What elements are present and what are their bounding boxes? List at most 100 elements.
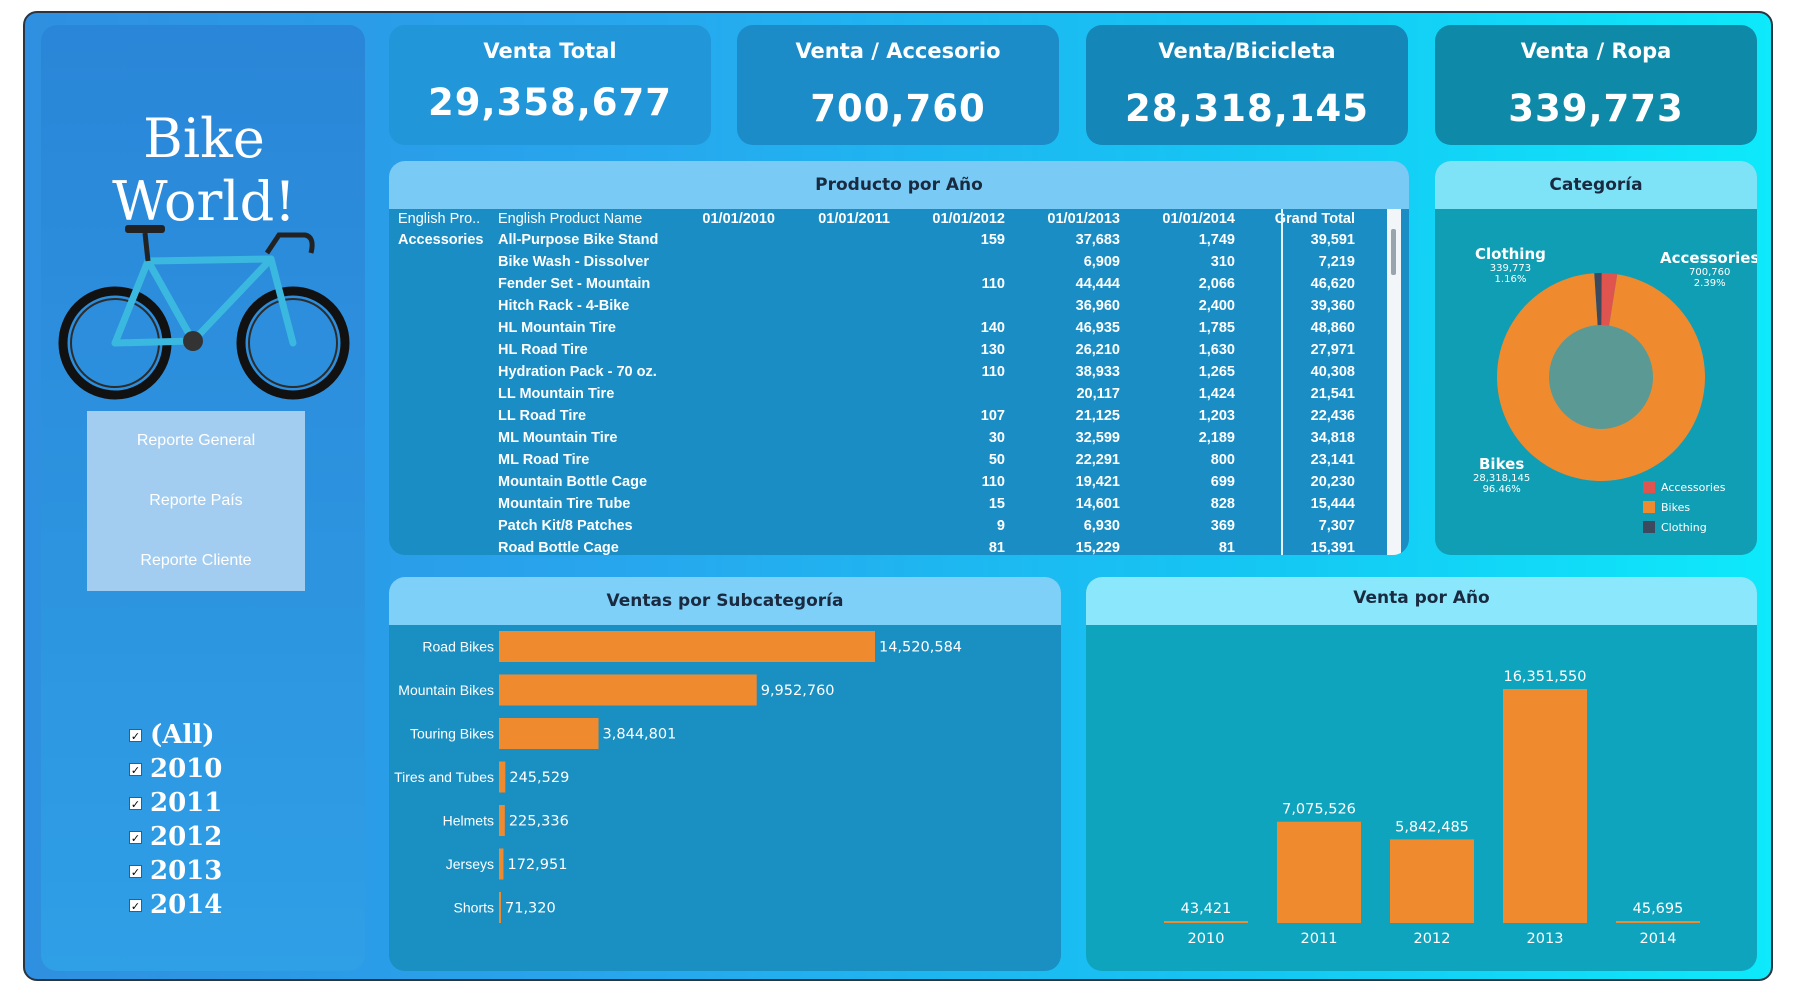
- checkbox-checked-icon[interactable]: ✓: [129, 728, 142, 743]
- table-row[interactable]: Bike Wash - Dissolver 6,909 310 7,219: [395, 254, 1395, 276]
- column-header[interactable]: 01/01/2014: [1162, 211, 1235, 227]
- bar-year-2011[interactable]: [1277, 821, 1361, 923]
- value-cell: 140: [980, 320, 1005, 336]
- bar-shorts[interactable]: [499, 892, 501, 923]
- column-header[interactable]: English Product Name: [498, 211, 643, 227]
- bar-jerseys[interactable]: [499, 848, 504, 880]
- value-cell: 15,391: [1310, 540, 1355, 555]
- bar-road-bikes[interactable]: [499, 631, 875, 662]
- value-cell: 110: [981, 276, 1005, 292]
- bar-value-label: 172,951: [507, 857, 567, 873]
- value-cell: 699: [1210, 474, 1235, 490]
- legend-swatch: [1643, 481, 1655, 493]
- bar-year-2012[interactable]: [1390, 839, 1474, 923]
- value-cell: 21,541: [1310, 386, 1355, 402]
- year-filter-2012[interactable]: ✓ 2012: [129, 822, 223, 852]
- product-name-cell: Road Bottle Cage: [498, 540, 619, 555]
- table-row[interactable]: HL Road Tire 130 26,210 1,630 27,971: [395, 342, 1395, 364]
- kpi-venta-accesorio: Venta / Accesorio 700,760: [737, 25, 1059, 145]
- column-header[interactable]: 01/01/2013: [1047, 211, 1120, 227]
- value-cell: 130: [980, 342, 1005, 358]
- value-cell: 14,601: [1075, 496, 1120, 512]
- bike-image: [58, 225, 350, 400]
- bar-helmets[interactable]: [499, 805, 505, 836]
- bar-value-label: 3,844,801: [603, 727, 677, 743]
- kpi-venta-bicicleta: Venta/Bicicleta 28,318,145: [1086, 25, 1408, 145]
- value-cell: 828: [1210, 496, 1235, 512]
- legend-item[interactable]: Clothing: [1643, 517, 1725, 537]
- reporte-general-button[interactable]: Reporte General: [87, 411, 305, 471]
- value-cell: 7,219: [1318, 254, 1355, 270]
- value-cell: 369: [1210, 518, 1235, 534]
- category-tick-label: Mountain Bikes: [398, 682, 494, 698]
- group-label: Accessories: [398, 232, 484, 248]
- table-row[interactable]: Hitch Rack - 4-Bike 36,960 2,400 39,360: [395, 298, 1395, 320]
- kpi-title: Venta Total: [483, 39, 617, 63]
- value-cell: 23,141: [1310, 452, 1355, 468]
- table-row[interactable]: ML Road Tire 50 22,291 800 23,141: [395, 452, 1395, 474]
- bar-mountain-bikes[interactable]: [499, 674, 757, 706]
- reporte-pais-button[interactable]: Reporte País: [87, 471, 305, 531]
- value-cell: 107: [980, 408, 1005, 424]
- kpi-value: 339,773: [1508, 87, 1684, 130]
- column-header[interactable]: Grand Total: [1274, 211, 1355, 227]
- table-row[interactable]: Fender Set - Mountain 110 44,444 2,066 46,62…: [395, 276, 1395, 298]
- product-name-cell: Hydration Pack - 70 oz.: [498, 364, 657, 380]
- table-row[interactable]: LL Road Tire 107 21,125 1,203 22,436: [395, 408, 1395, 430]
- value-cell: 30: [988, 430, 1005, 446]
- year-filter-2014[interactable]: ✓ 2014: [129, 890, 223, 920]
- table-row[interactable]: Mountain Bottle Cage 110 19,421 699 20,230: [395, 474, 1395, 496]
- scrollbar-thumb[interactable]: [1391, 229, 1396, 275]
- table-row[interactable]: All-Purpose Bike Stand 159 37,683 1,749 39,5…: [395, 232, 1395, 254]
- page-title: Bike World!: [112, 107, 296, 233]
- product-name-cell: HL Road Tire: [498, 342, 588, 358]
- value-cell: 40,308: [1310, 364, 1355, 380]
- column-header[interactable]: 01/01/2010: [702, 211, 775, 227]
- value-cell: 44,444: [1075, 276, 1120, 292]
- product-name-cell: LL Mountain Tire: [498, 386, 615, 402]
- column-header[interactable]: English Pro..: [398, 211, 481, 227]
- scrollbar[interactable]: [1387, 209, 1401, 555]
- table-row[interactable]: Mountain Tire Tube 15 14,601 828 15,444: [395, 496, 1395, 518]
- column-header[interactable]: 01/01/2012: [932, 211, 1005, 227]
- category-panel: Categoría Clothing 339,773 1.16% Accesso…: [1435, 161, 1757, 555]
- bar-tires-and-tubes[interactable]: [499, 761, 506, 793]
- table-row[interactable]: Road Bottle Cage 81 15,229 81 15,391: [395, 540, 1395, 555]
- subcategory-bar-chart: Road Bikes 14,520,584 Mountain Bikes 9,952,…: [394, 631, 962, 923]
- bar-year-2010[interactable]: [1164, 921, 1248, 923]
- table-row[interactable]: LL Mountain Tire 20,117 1,424 21,541: [395, 386, 1395, 408]
- value-cell: 159: [980, 232, 1005, 248]
- year-filter-2011[interactable]: ✓ 2011: [129, 788, 223, 818]
- panel-title: Venta por Año: [1086, 577, 1757, 625]
- year-filter-all[interactable]: ✓ (All): [129, 720, 215, 750]
- checkbox-checked-icon[interactable]: ✓: [129, 898, 142, 913]
- table-row[interactable]: Patch Kit/8 Patches 9 6,930 369 7,307: [395, 518, 1395, 540]
- checkbox-checked-icon[interactable]: ✓: [129, 796, 142, 811]
- bar-touring-bikes[interactable]: [499, 718, 599, 749]
- subcategory-panel: Ventas por Subcategoría Road Bikes 14,520…: [389, 577, 1061, 971]
- bar-value-label: 7,075,526: [1282, 802, 1356, 818]
- year-filter-2010[interactable]: ✓ 2010: [129, 754, 223, 784]
- table-row[interactable]: HL Mountain Tire 140 46,935 1,785 48,860: [395, 320, 1395, 342]
- value-cell: 9: [996, 518, 1005, 534]
- legend-item[interactable]: Accessories: [1643, 477, 1725, 497]
- value-cell: 2,400: [1198, 298, 1235, 314]
- value-cell: 81: [988, 540, 1005, 555]
- reporte-cliente-button[interactable]: Reporte Cliente: [87, 531, 305, 591]
- checkbox-checked-icon[interactable]: ✓: [129, 864, 142, 879]
- legend-item[interactable]: Bikes: [1643, 497, 1725, 517]
- bar-year-2013[interactable]: [1503, 689, 1587, 923]
- column-header[interactable]: 01/01/2011: [818, 211, 890, 227]
- table-row[interactable]: ML Mountain Tire 30 32,599 2,189 34,818: [395, 430, 1395, 452]
- year-filter-2013[interactable]: ✓ 2013: [129, 856, 223, 886]
- kpi-venta-ropa: Venta / Ropa 339,773: [1435, 25, 1757, 145]
- value-cell: 1,203: [1198, 408, 1235, 424]
- checkbox-checked-icon[interactable]: ✓: [129, 830, 142, 845]
- table-group: Accessories: [395, 232, 1395, 254]
- checkbox-checked-icon[interactable]: ✓: [129, 762, 142, 777]
- table-row[interactable]: Hydration Pack - 70 oz. 110 38,933 1,265 40,…: [395, 364, 1395, 386]
- label-accessories: Accessories 700,760 2.39%: [1660, 249, 1757, 289]
- value-cell: 19,421: [1075, 474, 1120, 490]
- bar-year-2014[interactable]: [1616, 921, 1700, 923]
- year-tick-label: 2012: [1414, 931, 1451, 947]
